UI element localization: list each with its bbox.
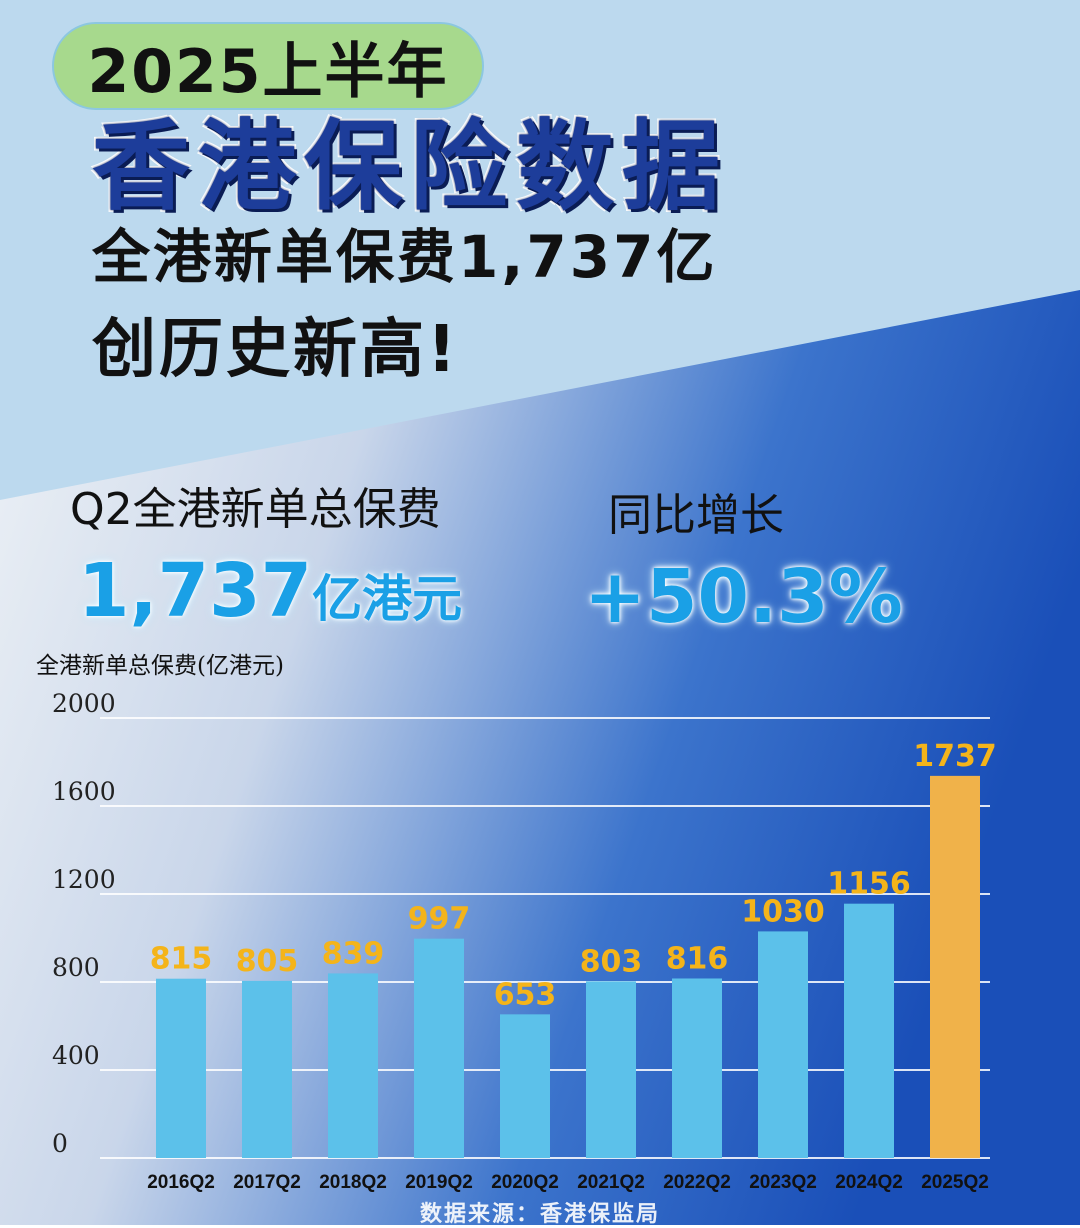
bar-value-label: 839 — [322, 936, 385, 971]
bar — [672, 978, 722, 1158]
kpi-growth-value: +50.3% — [584, 554, 903, 640]
data-source: 数据来源：香港保监局 — [419, 1202, 660, 1227]
bar — [500, 1014, 550, 1158]
kpi-total-label: Q2全港新单总保费 — [70, 484, 441, 535]
bar — [156, 978, 206, 1158]
y-tick-label: 1600 — [52, 777, 116, 806]
bar — [414, 938, 464, 1158]
bar — [242, 980, 292, 1158]
x-tick-label: 2021Q2 — [577, 1172, 645, 1193]
bar-value-label: 815 — [150, 942, 213, 977]
bar-value-label: 1030 — [741, 894, 825, 929]
x-tick-label: 2023Q2 — [749, 1172, 817, 1193]
bar — [844, 903, 894, 1158]
bar-value-label: 816 — [666, 941, 729, 976]
x-tick-label: 2018Q2 — [319, 1172, 387, 1193]
bar-value-label: 1156 — [827, 867, 911, 902]
bar-value-label: 805 — [236, 944, 299, 979]
page-title: 香港保险数据 — [92, 110, 729, 224]
bar-value-label: 803 — [580, 944, 643, 979]
bar — [930, 775, 980, 1158]
y-tick-label: 800 — [52, 953, 100, 982]
headline-subtitle: 全港新单保费1,737亿 — [92, 223, 718, 291]
x-tick-label: 2022Q2 — [663, 1172, 731, 1193]
y-axis-title: 全港新单总保费(亿港元) — [36, 653, 284, 679]
kpi-total-number: 1,737 — [78, 548, 313, 634]
x-tick-label: 2025Q2 — [921, 1172, 989, 1193]
x-tick-label: 2020Q2 — [491, 1172, 559, 1193]
bar — [586, 981, 636, 1158]
kpi-growth-label: 同比增长 — [608, 490, 784, 541]
headline-record: 创历史新高! — [92, 313, 460, 387]
y-tick-label: 0 — [52, 1129, 68, 1158]
bar-value-label: 1737 — [913, 739, 997, 774]
y-tick-label: 2000 — [52, 689, 116, 718]
bar-value-label: 997 — [408, 902, 471, 937]
y-tick-label: 1200 — [52, 865, 116, 894]
bar — [328, 973, 378, 1158]
period-badge: 2025上半年 — [52, 22, 484, 110]
bar-value-label: 653 — [494, 977, 557, 1012]
x-tick-label: 2016Q2 — [147, 1172, 215, 1193]
kpi-total-unit: 亿港元 — [312, 570, 463, 628]
bar — [758, 931, 808, 1158]
x-tick-label: 2024Q2 — [835, 1172, 903, 1193]
kpi-total-value: 1,737亿港元 — [78, 554, 462, 628]
x-tick-label: 2017Q2 — [233, 1172, 301, 1193]
y-tick-label: 400 — [52, 1041, 100, 1070]
x-tick-label: 2019Q2 — [405, 1172, 473, 1193]
